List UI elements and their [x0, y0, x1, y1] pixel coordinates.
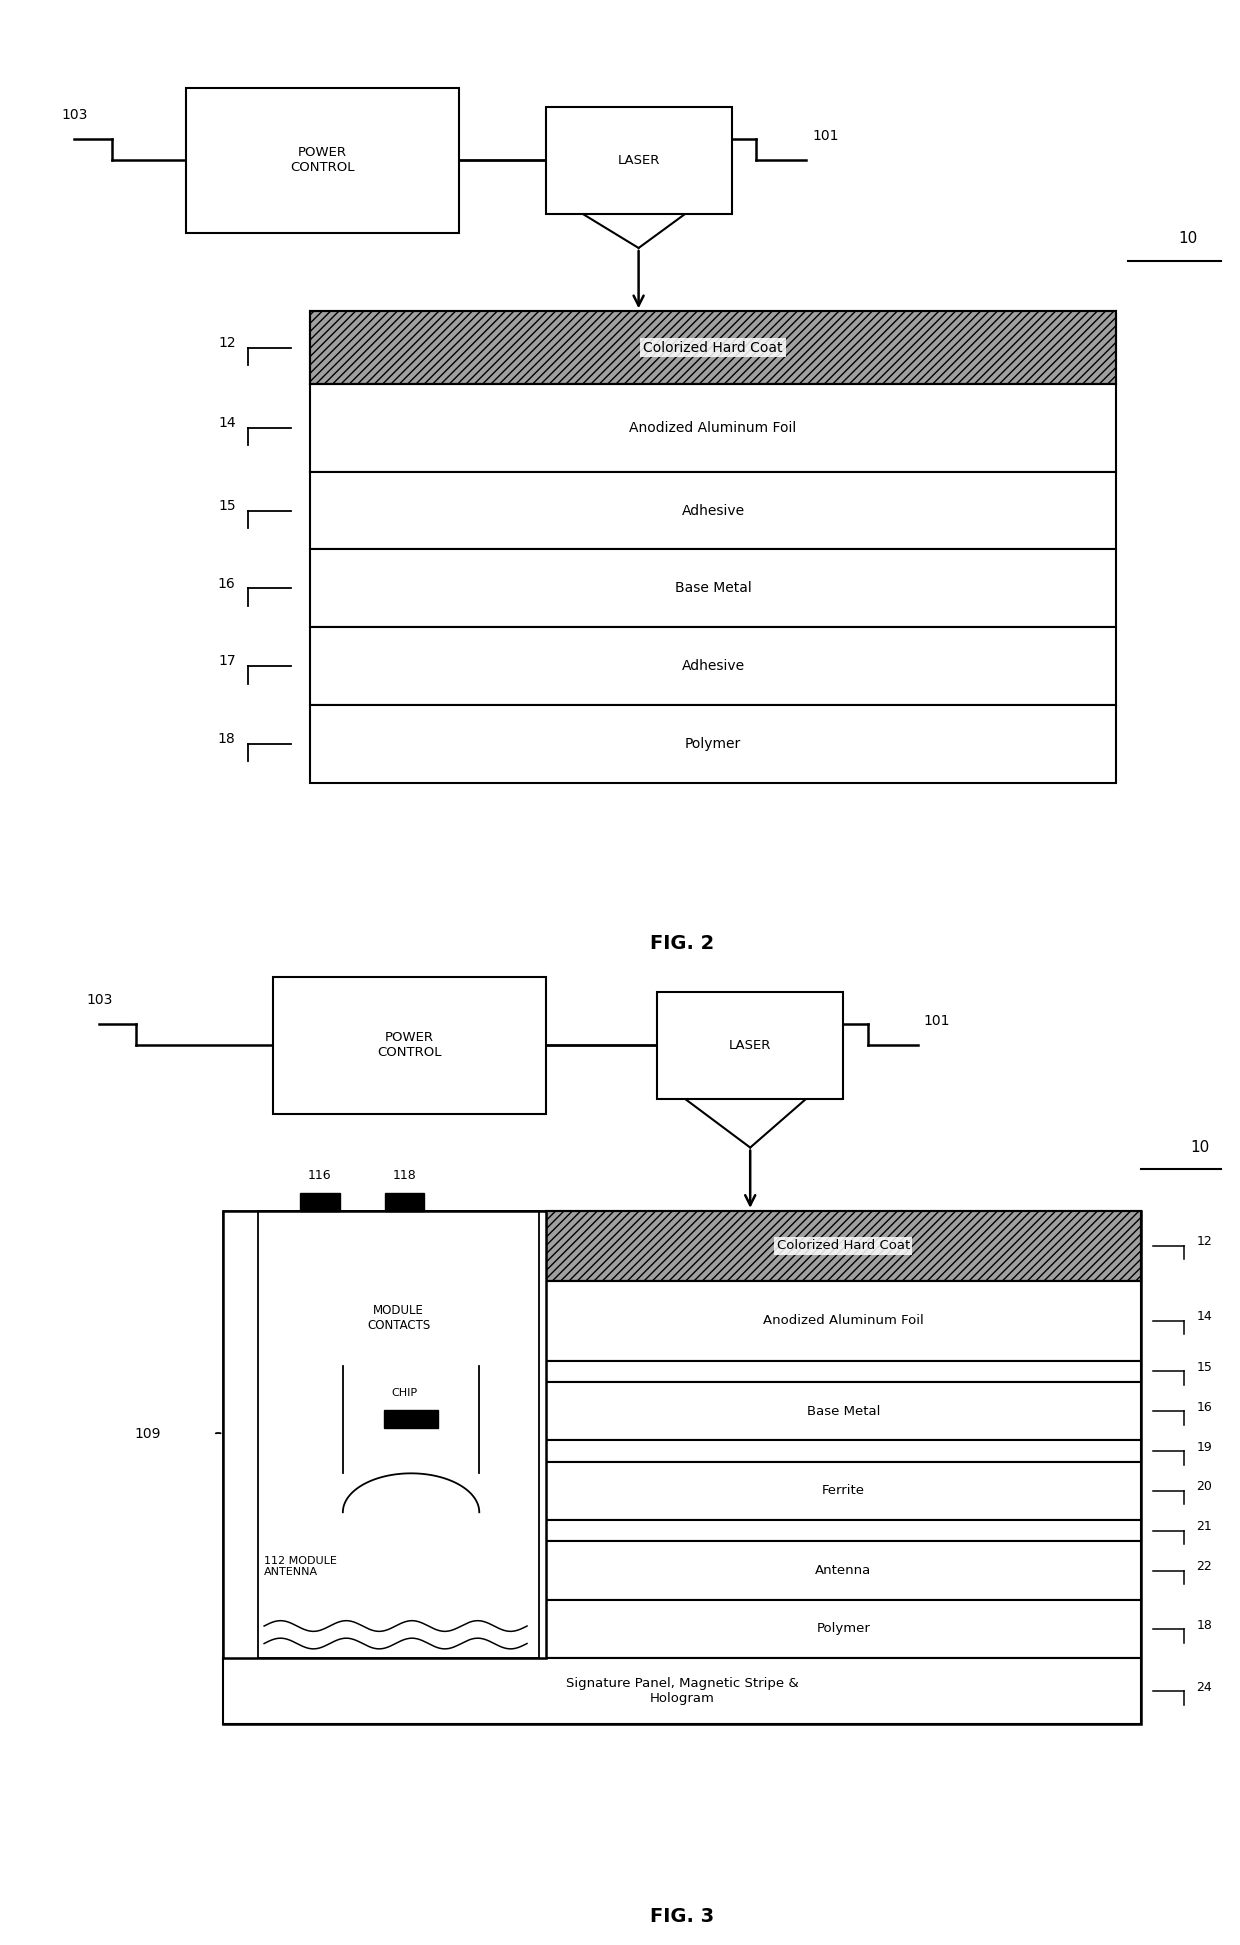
Text: 22: 22	[1197, 1560, 1213, 1574]
Text: Ferrite: Ferrite	[822, 1484, 864, 1498]
Bar	[546, 1210, 1141, 1282]
Text: FIG. 2: FIG. 2	[650, 934, 714, 953]
Text: Colorized Hard Coat: Colorized Hard Coat	[644, 340, 782, 354]
Bar	[258, 1210, 539, 1657]
Bar	[546, 1210, 1141, 1282]
Text: Signature Panel, Magnetic Stripe &
Hologram: Signature Panel, Magnetic Stripe & Holog…	[565, 1677, 799, 1706]
Text: 20: 20	[1197, 1480, 1213, 1494]
Text: FIG. 3: FIG. 3	[650, 1906, 714, 1926]
Bar	[223, 1657, 1141, 1723]
Text: 15: 15	[1197, 1362, 1213, 1373]
Text: Adhesive: Adhesive	[682, 504, 744, 517]
Bar	[546, 1463, 1141, 1521]
Text: Antenna: Antenna	[815, 1564, 872, 1577]
Bar	[310, 706, 1116, 782]
Bar	[546, 107, 732, 214]
Text: 17: 17	[218, 654, 236, 669]
Text: 21: 21	[1197, 1521, 1213, 1533]
Text: LASER: LASER	[729, 1039, 771, 1052]
Text: 118: 118	[393, 1169, 417, 1183]
Text: 112 MODULE
ANTENNA: 112 MODULE ANTENNA	[264, 1556, 337, 1577]
Bar	[186, 88, 459, 233]
Text: Anodized Aluminum Foil: Anodized Aluminum Foil	[763, 1315, 924, 1326]
Bar	[546, 1540, 1141, 1599]
Text: 101: 101	[812, 128, 838, 144]
Text: CHIP: CHIP	[392, 1389, 418, 1398]
Text: 10: 10	[1190, 1140, 1210, 1155]
Bar	[384, 1410, 439, 1428]
Text: LASER: LASER	[618, 154, 660, 167]
Text: 116: 116	[309, 1169, 332, 1183]
Text: 24: 24	[1197, 1680, 1213, 1694]
Bar	[546, 1521, 1141, 1540]
Text: Adhesive: Adhesive	[682, 659, 744, 673]
Bar	[384, 1194, 424, 1210]
Text: Colorized Hard Coat: Colorized Hard Coat	[776, 1239, 910, 1253]
Bar	[546, 1282, 1141, 1362]
Text: 109: 109	[135, 1428, 161, 1441]
Text: Base Metal: Base Metal	[675, 582, 751, 595]
Text: Polymer: Polymer	[684, 737, 742, 751]
Text: 14: 14	[1197, 1311, 1213, 1323]
Text: 10: 10	[1178, 231, 1198, 245]
Bar	[310, 311, 1116, 385]
Bar	[546, 1439, 1141, 1463]
Text: 16: 16	[218, 576, 236, 591]
Bar	[657, 992, 843, 1099]
Bar	[310, 548, 1116, 626]
Text: 14: 14	[218, 416, 236, 430]
Text: 15: 15	[218, 498, 236, 513]
Text: POWER
CONTROL: POWER CONTROL	[377, 1031, 441, 1060]
Bar	[273, 976, 546, 1113]
Text: 18: 18	[1197, 1618, 1213, 1632]
Text: 110: 110	[498, 1496, 522, 1509]
Text: Polymer: Polymer	[816, 1622, 870, 1636]
Bar	[546, 1599, 1141, 1657]
Text: 12: 12	[1197, 1235, 1213, 1249]
Bar	[546, 1362, 1141, 1381]
Bar	[223, 1210, 546, 1657]
Bar	[310, 311, 1116, 385]
Bar	[310, 473, 1116, 548]
Bar	[546, 1381, 1141, 1439]
Bar	[300, 1194, 340, 1210]
Text: 101: 101	[924, 1013, 950, 1027]
Text: 16: 16	[1197, 1400, 1213, 1414]
Bar	[310, 385, 1116, 473]
Text: 103: 103	[61, 107, 88, 123]
Text: POWER
CONTROL: POWER CONTROL	[290, 146, 355, 175]
Text: 18: 18	[218, 731, 236, 747]
Text: Anodized Aluminum Foil: Anodized Aluminum Foil	[630, 420, 796, 436]
Bar	[310, 628, 1116, 706]
Text: MODULE
CONTACTS: MODULE CONTACTS	[367, 1303, 430, 1332]
Text: 19: 19	[1197, 1441, 1213, 1453]
Bar	[223, 1210, 1141, 1723]
Text: 103: 103	[86, 992, 113, 1008]
Text: 12: 12	[218, 336, 236, 350]
Text: Base Metal: Base Metal	[806, 1404, 880, 1418]
